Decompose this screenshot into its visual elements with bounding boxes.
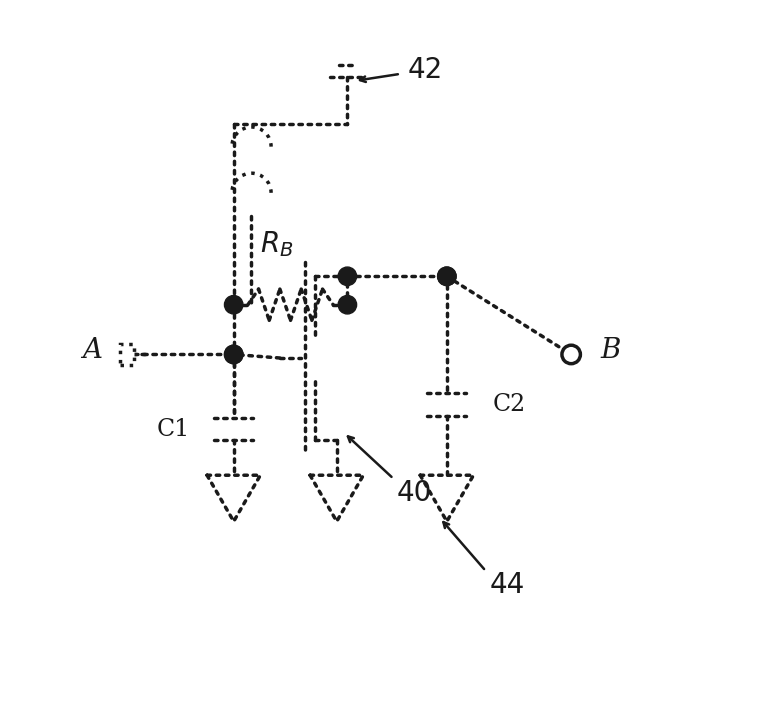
Circle shape [339, 296, 356, 314]
Bar [120, 344, 134, 365]
Circle shape [225, 345, 243, 364]
Circle shape [562, 345, 580, 364]
Text: 42: 42 [408, 57, 443, 84]
Circle shape [339, 267, 356, 286]
Text: A: A [82, 337, 101, 364]
Circle shape [225, 345, 243, 364]
Text: 40: 40 [397, 479, 432, 507]
Circle shape [225, 296, 243, 314]
Text: C2: C2 [493, 392, 526, 416]
Text: $R_B$: $R_B$ [260, 229, 293, 259]
Circle shape [438, 267, 456, 286]
Text: 44: 44 [490, 571, 525, 599]
Text: C1: C1 [157, 417, 190, 440]
Circle shape [438, 267, 456, 286]
Text: B: B [600, 337, 620, 364]
